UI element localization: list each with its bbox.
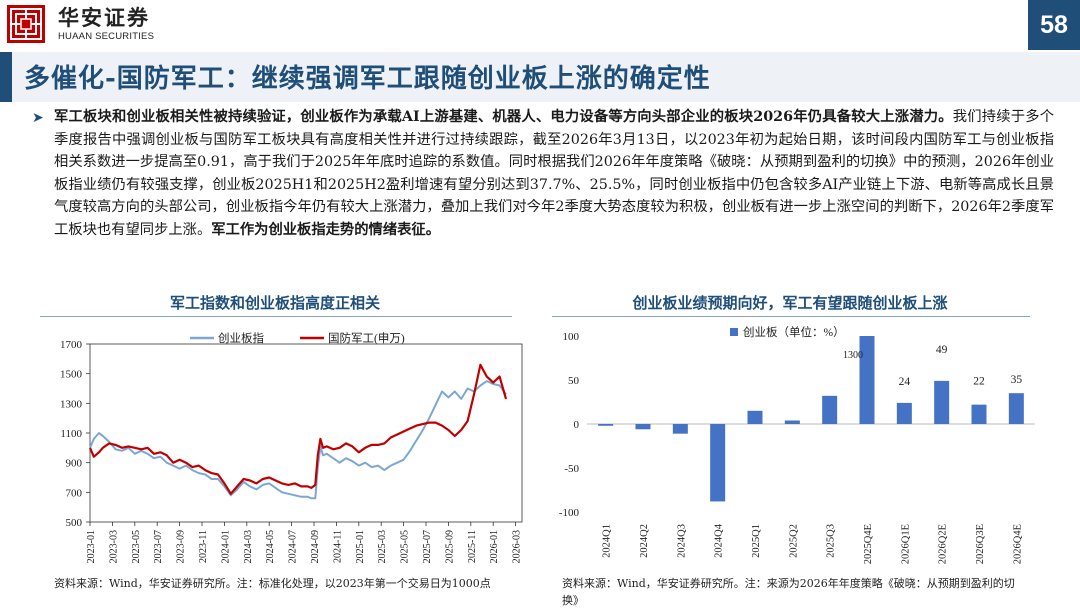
paragraph-bold-tail: 军工作为创业板指走势的情绪表征。 xyxy=(211,221,441,238)
data-label: 1300 xyxy=(843,350,863,361)
x-tick-label: 2024Q1 xyxy=(602,524,613,558)
x-tick-label: 2023-09 xyxy=(176,530,187,563)
x-tick-label: 2026Q4E xyxy=(1012,524,1023,564)
summary-paragraph: 军工板块和创业板相关性被持续验证，创业板作为承载AI上游基建、机器人、电力设备等… xyxy=(54,106,1054,242)
x-tick-label: 2024Q3 xyxy=(676,524,687,558)
x-tick-label: 2023-11 xyxy=(198,530,209,563)
bar xyxy=(1008,393,1024,424)
y-tick-label: 1300 xyxy=(60,398,83,410)
left-chart-title: 军工指数和创业板指高度正相关 xyxy=(169,294,380,312)
right-title-divider xyxy=(552,316,1030,317)
bar xyxy=(784,420,800,424)
y-tick-label: 50 xyxy=(568,375,580,387)
bar xyxy=(672,424,688,434)
right-chart-source: 资料来源：Wind，华安证券研究所。注：来源为2026年年度策略《破晓：从预期到… xyxy=(562,577,1015,607)
y-tick-label: 900 xyxy=(66,458,83,470)
y-tick-label: 500 xyxy=(66,517,83,529)
x-tick-label: 2026Q3E xyxy=(975,524,986,564)
x-tick-label: 2025Q2 xyxy=(788,524,799,558)
bar xyxy=(971,404,987,424)
legend-swatch xyxy=(730,328,738,336)
bar xyxy=(747,410,763,424)
bar-chart: -100 -50 0 50 100 2024Q1 2024Q2 2024Q3 2024Q4 202… xyxy=(559,325,1035,564)
x-tick-label: 2024-09 xyxy=(310,530,321,563)
data-label: 22 xyxy=(973,376,985,388)
data-label: 35 xyxy=(1011,374,1023,386)
left-chart-source: 资料来源：Wind，华安证券研究所。注：标准化处理，以2023年第一个交易日为1… xyxy=(54,577,491,590)
bar xyxy=(822,395,838,424)
x-tick-label: 2024-07 xyxy=(288,530,299,563)
x-tick-label: 2024Q2 xyxy=(639,524,650,558)
page-number: 58 xyxy=(1028,0,1080,50)
title-band xyxy=(0,52,1080,102)
right-chart-title: 创业板业绩预期向好，军工有望跟随创业板上涨 xyxy=(632,294,948,312)
y-tick-label: 1500 xyxy=(60,369,83,381)
x-tick-label: 2024-11 xyxy=(332,530,343,563)
x-tick-label: 2024-03 xyxy=(243,530,254,563)
line-chart: 500 700 900 1100 1300 1500 1700 2023-01 2023-03 2… xyxy=(60,331,523,563)
page-title: 多催化-国防军工：继续强调军工跟随创业板上涨的确定性 xyxy=(24,64,711,94)
x-tick-label: 2026-03 xyxy=(512,530,523,563)
x-tick-label: 2026Q1E xyxy=(900,524,911,564)
bar xyxy=(635,424,651,430)
brand-name-cn: 华安证券 xyxy=(58,5,150,30)
legend-label: 创业板指 xyxy=(218,331,264,345)
huaan-seal-logo-icon xyxy=(7,5,45,43)
x-tick-label: 2025-09 xyxy=(444,530,455,563)
series-line-defense xyxy=(88,363,508,495)
paragraph-bold-lead: 军工板块和创业板相关性被持续验证，创业板作为承载AI上游基建、机器人、电力设备等… xyxy=(54,109,953,125)
x-tick-label: 2023-05 xyxy=(131,530,142,563)
x-tick-label: 2025-07 xyxy=(422,530,433,563)
x-tick-label: 2024Q4 xyxy=(714,523,725,558)
y-tick-label: 0 xyxy=(574,419,580,431)
y-tick-label: 1100 xyxy=(60,428,82,440)
x-tick-label: 2024-01 xyxy=(220,530,231,563)
left-title-divider xyxy=(40,316,512,317)
x-tick-label: 2023-07 xyxy=(153,530,164,563)
y-tick-label: 700 xyxy=(66,487,83,499)
brand-name-en: HUAAN SECURITIES xyxy=(58,31,155,42)
x-tick-label: 2026-01 xyxy=(489,530,500,563)
x-tick-label: 2025Q1 xyxy=(751,524,762,558)
data-label: 49 xyxy=(936,344,948,356)
x-tick-label: 2023-01 xyxy=(86,530,97,563)
x-tick-label: 2025-01 xyxy=(355,530,366,563)
x-tick-label: 2023-03 xyxy=(108,530,119,563)
legend-label: 创业板（单位：%） xyxy=(743,325,845,339)
x-tick-label: 2025-05 xyxy=(400,530,411,563)
x-tick-label: 2024-05 xyxy=(265,530,276,563)
y-tick-label: 100 xyxy=(563,331,580,343)
bar xyxy=(896,402,912,424)
y-tick-label: -100 xyxy=(559,507,580,519)
paragraph-body: 我们持续于多个季度报告中强调创业板与国防军工板块具有高度相关性并进行过持续跟踪，… xyxy=(54,109,1054,238)
y-tick-label: -50 xyxy=(564,463,579,475)
bar xyxy=(598,424,614,426)
title-accent-bar xyxy=(0,52,12,102)
x-tick-label: 2025Q3 xyxy=(826,524,837,558)
bar xyxy=(710,424,726,502)
x-tick-label: 2025-03 xyxy=(377,530,388,563)
x-tick-label: 2025Q4E xyxy=(863,524,874,564)
header: 华安证券 HUAAN SECURITIES 58 xyxy=(0,0,1080,52)
bar xyxy=(934,380,950,424)
data-label: 24 xyxy=(899,376,911,388)
y-tick-label: 1700 xyxy=(60,339,83,351)
arrow-bullet-icon: ➤ xyxy=(32,110,44,126)
x-tick-label: 2025-11 xyxy=(467,530,478,563)
series-line-chinext xyxy=(89,380,507,500)
legend-label: 国防军工(申万) xyxy=(328,331,405,345)
x-tick-label: 2026Q2E xyxy=(938,524,949,564)
bar xyxy=(859,336,875,424)
